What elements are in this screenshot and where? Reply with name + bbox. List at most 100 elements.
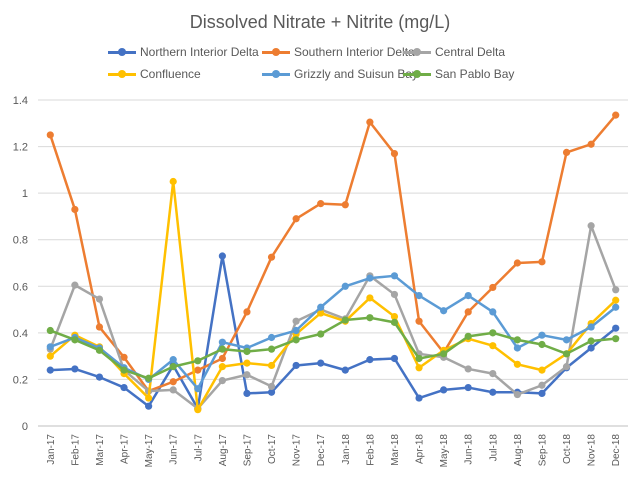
data-point — [145, 374, 153, 382]
data-point — [292, 336, 300, 344]
legend-item: Central Delta — [403, 44, 505, 60]
data-point — [464, 332, 472, 340]
data-point — [218, 338, 226, 346]
data-point — [243, 308, 251, 316]
data-point — [464, 365, 472, 373]
data-point — [169, 363, 177, 371]
data-point — [489, 342, 497, 350]
data-point — [71, 205, 79, 214]
legend-item: Confluence — [108, 66, 201, 82]
x-tick-label: Mar-18 — [390, 434, 401, 466]
data-point — [317, 309, 325, 317]
data-point — [218, 354, 226, 363]
y-tick-label: 0.4 — [13, 328, 28, 340]
data-point — [243, 347, 251, 356]
data-point — [538, 258, 546, 266]
x-tick-label: Apr-18 — [415, 434, 426, 464]
data-point — [390, 272, 399, 280]
data-point — [513, 344, 521, 352]
data-point — [267, 361, 276, 370]
legend-label: Central Delta — [435, 45, 506, 59]
x-tick-label: Dec-17 — [316, 434, 327, 467]
data-point — [243, 359, 251, 367]
data-point — [562, 350, 571, 358]
data-point — [46, 131, 54, 139]
y-tick-label: 0.6 — [13, 281, 28, 293]
y-tick-label: 0 — [22, 421, 28, 433]
x-tick-label: Oct-18 — [562, 434, 573, 464]
data-point — [95, 295, 104, 303]
legend-swatch — [108, 66, 136, 82]
data-point — [587, 344, 595, 352]
data-point — [489, 388, 497, 396]
data-point — [390, 312, 399, 321]
data-point — [562, 363, 571, 371]
x-tick-label: Apr-17 — [120, 434, 131, 464]
x-tick-label: Sep-18 — [537, 434, 548, 467]
x-tick-label: Nov-18 — [587, 434, 598, 467]
x-tick-label: Jan-18 — [341, 434, 352, 465]
data-point — [390, 318, 399, 326]
legend-label: San Pablo Bay — [435, 67, 515, 81]
data-point — [489, 283, 497, 292]
data-point — [612, 303, 620, 311]
x-tick-label: May-17 — [144, 434, 155, 468]
data-point — [415, 364, 423, 372]
data-point — [489, 370, 497, 378]
legend-swatch — [262, 66, 290, 82]
data-point — [267, 345, 276, 353]
x-tick-label: Oct-17 — [267, 434, 278, 464]
data-point — [440, 307, 448, 315]
x-tick-label: Aug-18 — [513, 434, 524, 467]
data-point — [538, 389, 546, 397]
data-point — [612, 111, 620, 119]
data-point — [218, 252, 226, 260]
data-point — [120, 366, 128, 374]
data-point — [538, 366, 546, 374]
data-point — [46, 366, 54, 374]
x-tick-label: Jun-17 — [169, 434, 180, 465]
data-point — [612, 296, 620, 304]
data-point — [587, 323, 595, 331]
data-point — [169, 177, 177, 186]
data-point — [317, 200, 325, 208]
legend-item: Southern Interior Delta — [262, 44, 415, 60]
data-point — [366, 314, 374, 322]
data-point — [71, 281, 79, 289]
data-point — [612, 324, 620, 332]
legend-label: Confluence — [140, 67, 201, 81]
data-point — [267, 253, 276, 261]
legend-label: Grizzly and Suisun Bay — [294, 67, 419, 81]
data-point — [292, 317, 300, 325]
data-point — [612, 286, 620, 294]
data-point — [46, 352, 54, 360]
data-point — [218, 376, 226, 385]
x-tick-label: Dec-18 — [611, 434, 622, 467]
data-point — [292, 326, 300, 335]
data-point — [341, 282, 349, 290]
data-point — [243, 389, 251, 397]
data-point — [612, 335, 620, 343]
legend-swatch — [403, 44, 431, 60]
data-point — [366, 356, 374, 364]
data-point — [538, 331, 546, 339]
data-point — [145, 402, 153, 410]
data-point — [46, 326, 54, 335]
data-point — [440, 386, 448, 394]
data-point — [513, 336, 521, 344]
data-point — [415, 317, 423, 325]
data-point — [317, 303, 325, 311]
legend-label: Southern Interior Delta — [294, 45, 415, 59]
data-point — [341, 316, 349, 324]
x-tick-label: Sep-17 — [242, 434, 253, 467]
y-tick-label: 1.4 — [13, 95, 28, 107]
x-tick-label: Nov-17 — [292, 434, 303, 467]
data-point — [341, 366, 349, 374]
x-tick-label: Jul-17 — [193, 434, 204, 462]
data-point — [587, 222, 595, 230]
data-point — [390, 290, 399, 299]
data-point — [243, 371, 251, 379]
data-point — [562, 148, 571, 156]
data-point — [120, 383, 128, 392]
